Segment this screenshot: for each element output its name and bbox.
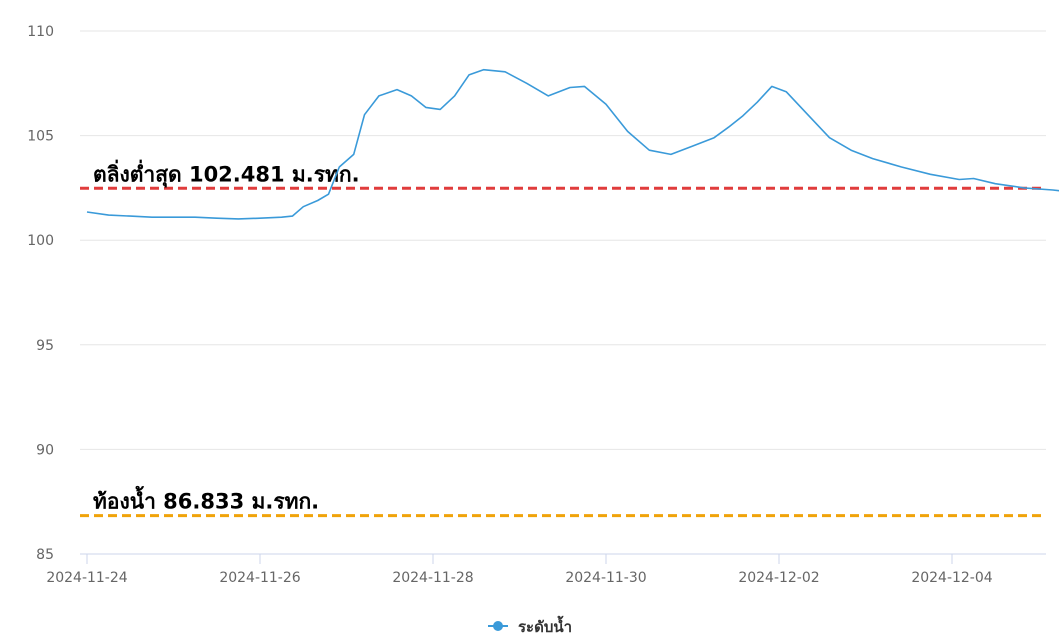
y-tick-label: 110 xyxy=(27,24,54,40)
y-tick-label: 95 xyxy=(36,338,54,354)
y-tick-label: 100 xyxy=(27,233,54,249)
legend-marker xyxy=(493,621,503,631)
legend-label: ระดับน้ำ xyxy=(518,615,572,636)
x-axis: 2024-11-24 2024-11-26 2024-11-28 2024-11-30… xyxy=(46,553,1046,586)
riverbed-line-label: ท้องน้ำ 86.833 ม.รทก. xyxy=(93,486,319,514)
y-tick-label: 90 xyxy=(36,442,54,458)
x-tick-label: 2024-12-04 xyxy=(911,570,992,586)
x-tick-label: 2024-12-02 xyxy=(738,570,819,586)
bank-level-line-label: ตลิ่งต่ำสุด 102.481 ม.รทก. xyxy=(93,158,360,188)
reference-lines: ตลิ่งต่ำสุด 102.481 ม.รทก. ท้องน้ำ 86.833… xyxy=(80,158,1046,518)
y-tick-label: 85 xyxy=(36,547,54,563)
series-layer xyxy=(86,68,1059,220)
x-tick-label: 2024-11-26 xyxy=(219,570,300,586)
legend[interactable]: ระดับน้ำ xyxy=(488,615,572,636)
grid-lines xyxy=(80,30,1046,450)
series-line-water-level xyxy=(86,68,1059,220)
x-tick-label: 2024-11-24 xyxy=(46,570,127,586)
y-axis-labels: 85 90 95 100 105 110 xyxy=(27,24,54,563)
y-tick-label: 105 xyxy=(27,129,54,145)
x-tick-label: 2024-11-30 xyxy=(565,570,646,586)
x-tick-label: 2024-11-28 xyxy=(392,570,473,586)
